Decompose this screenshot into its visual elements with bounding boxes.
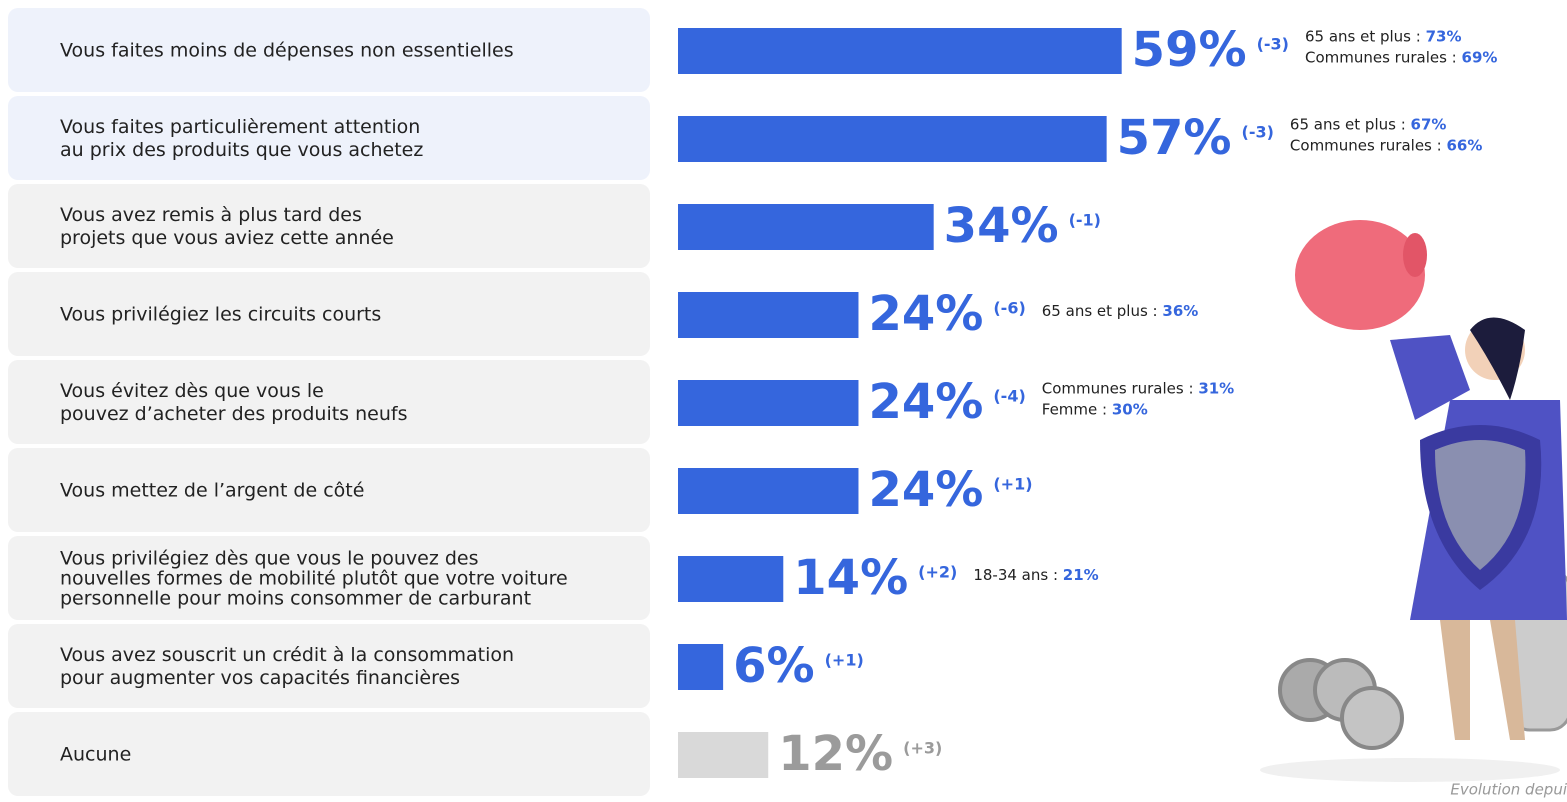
change-label: (+2)	[918, 563, 957, 582]
category-label: personnelle pour moins consommer de carb…	[60, 588, 531, 610]
bar	[678, 28, 1122, 74]
breakdown-value: 31%	[1198, 379, 1234, 397]
value-label: 57%	[1117, 110, 1232, 166]
change-label: (+1)	[825, 651, 864, 670]
change-label: (-1)	[1069, 211, 1101, 230]
value-label: 34%	[944, 198, 1059, 254]
row-panel	[8, 360, 650, 444]
breakdown-label: Communes rurales :	[1305, 48, 1462, 66]
bar	[678, 204, 934, 250]
change-label: (-6)	[993, 299, 1025, 318]
category-label: pouvez d’acheter des produits neufs	[60, 403, 407, 425]
value-label: 24%	[868, 374, 983, 430]
change-label: (+3)	[903, 739, 942, 758]
breakdown: Communes rurales : 66%	[1290, 136, 1482, 154]
change-label: (+1)	[993, 475, 1032, 494]
category-label: pour augmenter vos capacités financières	[60, 667, 460, 689]
category-label: Vous privilégiez les circuits courts	[60, 304, 381, 326]
breakdown: 65 ans et plus : 73%	[1305, 27, 1462, 45]
breakdown: Communes rurales : 69%	[1305, 48, 1497, 66]
change-label: (-4)	[993, 387, 1025, 406]
category-label: Vous avez remis à plus tard des	[60, 204, 362, 226]
category-label: Vous faites particulièrement attention	[60, 116, 420, 138]
breakdown-label: Femme :	[1042, 400, 1112, 418]
breakdown: 18-34 ans : 21%	[973, 566, 1098, 584]
value-label: 6%	[733, 638, 815, 694]
category-label: projets que vous aviez cette année	[60, 227, 394, 249]
value-label: 59%	[1132, 22, 1247, 78]
breakdown-label: 65 ans et plus :	[1042, 302, 1163, 320]
breakdown-value: 66%	[1446, 136, 1482, 154]
breakdown: 65 ans et plus : 36%	[1042, 302, 1199, 320]
bar	[678, 116, 1107, 162]
breakdown-label: Communes rurales :	[1042, 379, 1199, 397]
value-label: 24%	[868, 286, 983, 342]
breakdown-label: 18-34 ans :	[973, 566, 1062, 584]
row-panel	[8, 96, 650, 180]
row-panel	[8, 184, 650, 268]
category-label: Vous mettez de l’argent de côté	[60, 480, 364, 502]
bar	[678, 732, 768, 778]
bar	[678, 644, 723, 690]
breakdown-value: 67%	[1411, 115, 1447, 133]
category-label: au prix des produits que vous achetez	[60, 139, 423, 161]
bar	[678, 292, 858, 338]
breakdown-label: Communes rurales :	[1290, 136, 1447, 154]
breakdown-value: 36%	[1162, 302, 1198, 320]
category-label: Vous évitez dès que vous le	[60, 380, 324, 402]
breakdown-value: 30%	[1112, 400, 1148, 418]
category-label: Vous privilégiez dès que vous le pouvez …	[60, 548, 479, 570]
breakdown-label: 65 ans et plus :	[1305, 27, 1426, 45]
value-label: 12%	[778, 726, 893, 782]
breakdown-value: 73%	[1426, 27, 1462, 45]
change-label: (-3)	[1242, 123, 1274, 142]
illustration	[1260, 220, 1567, 782]
breakdown: Communes rurales : 31%	[1042, 379, 1234, 397]
change-label: (-3)	[1257, 35, 1289, 54]
category-label: Vous avez souscrit un crédit à la consom…	[60, 644, 514, 666]
category-label: Aucune	[60, 744, 131, 766]
breakdown: 65 ans et plus : 67%	[1290, 115, 1447, 133]
breakdown: Femme : 30%	[1042, 400, 1148, 418]
breakdown-value: 21%	[1063, 566, 1099, 584]
category-label: Vous faites moins de dépenses non essent…	[60, 40, 514, 62]
value-label: 24%	[868, 462, 983, 518]
breakdown-value: 69%	[1462, 48, 1498, 66]
chart: Evolution depui Vous faites moins de dép…	[0, 0, 1567, 798]
row-panel	[8, 624, 650, 708]
bar	[678, 468, 858, 514]
bar	[678, 380, 858, 426]
footnote: Evolution depui	[1450, 781, 1567, 799]
breakdown-label: 65 ans et plus :	[1290, 115, 1411, 133]
value-label: 14%	[793, 550, 908, 606]
bar	[678, 556, 783, 602]
category-label: nouvelles formes de mobilité plutôt que …	[60, 568, 568, 590]
